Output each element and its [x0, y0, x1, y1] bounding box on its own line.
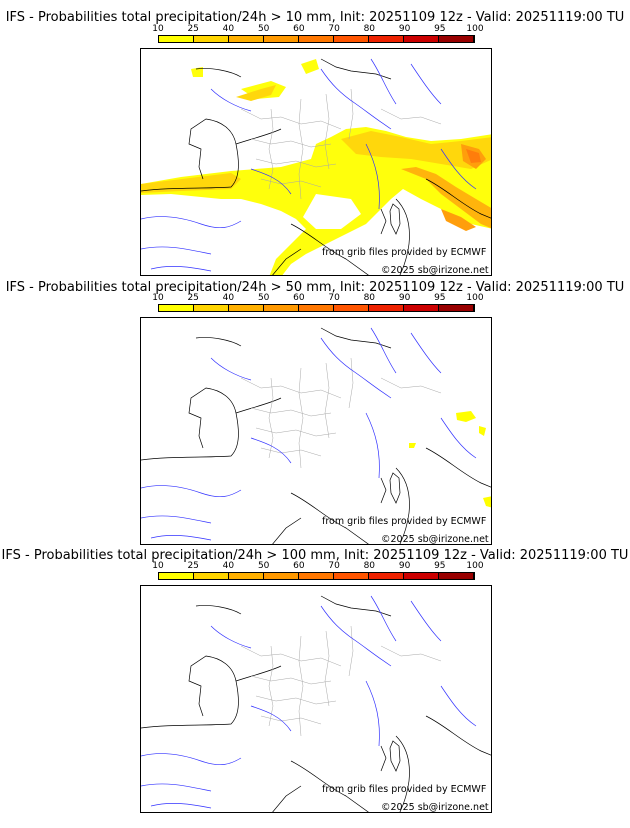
- credit-text: from grib files provided by ECMWF: [322, 247, 487, 258]
- corsica-island: [389, 740, 401, 772]
- colorbar-segment: [404, 305, 439, 311]
- colorbar: [158, 304, 475, 312]
- colorbar-segment: [229, 36, 264, 42]
- copyright-text: ©2025 sb@irizone.net: [381, 534, 489, 545]
- colorbar-segment: [159, 305, 194, 311]
- colorbar-tick: 10: [152, 293, 164, 303]
- colorbar-tick: 90: [398, 561, 411, 571]
- colorbar-tick: 70: [328, 561, 340, 571]
- colorbar-tick: 90: [398, 293, 411, 303]
- admin-boundaries: [240, 625, 442, 737]
- copyright-text: ©2025 sb@irizone.net: [381, 802, 489, 813]
- coastlines-borders: [141, 58, 491, 275]
- colorbar-segment: [334, 573, 369, 579]
- colorbar-tick: 25: [187, 293, 199, 303]
- colorbar-tick: 10: [152, 561, 164, 571]
- colorbar-tick: 25: [187, 24, 199, 34]
- admin-boundaries: [240, 88, 442, 200]
- colorbar-tick: 95: [434, 24, 446, 34]
- colorbar-tick: 60: [293, 24, 305, 34]
- panel-title: IFS - Probabilities total precipitation/…: [1, 548, 629, 563]
- colorbar-segment: [299, 36, 334, 42]
- colorbar-segment: [369, 305, 404, 311]
- colorbar-segment: [439, 36, 474, 42]
- colorbar-segment: [194, 36, 229, 42]
- colorbar-tick: 25: [187, 561, 199, 571]
- precip-probability-area: [141, 59, 491, 275]
- forecast-map: from grib files provided by ECMWF ©2025 …: [140, 585, 492, 813]
- colorbar-segment: [369, 573, 404, 579]
- colorbar-tick: 80: [363, 561, 376, 571]
- colorbar-segment: [159, 36, 194, 42]
- colorbar-tick: 70: [328, 293, 340, 303]
- colorbar-segment: [264, 573, 299, 579]
- forecast-map: from grib files provided by ECMWF ©2025 …: [140, 317, 492, 545]
- colorbar-tick: 40: [222, 561, 235, 571]
- colorbar-ticks: 10 25 40 50 60 70 80 90 95 100: [152, 561, 483, 571]
- colorbar-ticks: 10 25 40 50 60 70 80 90 95 100: [152, 293, 483, 303]
- colorbar-segment: [439, 305, 474, 311]
- colorbar-tick: 100: [466, 24, 484, 34]
- colorbar-tick: 95: [434, 561, 446, 571]
- colorbar-segment: [404, 573, 439, 579]
- credit-text: from grib files provided by ECMWF: [322, 784, 487, 795]
- colorbar-tick: 10: [152, 24, 164, 34]
- colorbar-tick: 50: [257, 24, 270, 34]
- colorbar-segment: [299, 305, 334, 311]
- colorbar-segment: [159, 573, 194, 579]
- colorbar-tick: 40: [222, 24, 235, 34]
- colorbar-tick: 90: [398, 24, 411, 34]
- corsica-island: [389, 472, 401, 504]
- coastlines-borders: [141, 595, 491, 812]
- colorbar-segment: [334, 305, 369, 311]
- colorbar-segment: [229, 573, 264, 579]
- rivers: [141, 58, 477, 272]
- colorbar-segment: [264, 305, 299, 311]
- colorbar-segment: [229, 305, 264, 311]
- forecast-map: from grib files provided by ECMWF ©2025 …: [140, 48, 492, 276]
- colorbar: [158, 35, 475, 43]
- panel-title: IFS - Probabilities total precipitation/…: [5, 10, 625, 25]
- colorbar-segment: [404, 36, 439, 42]
- credit-text: from grib files provided by ECMWF: [322, 516, 487, 527]
- colorbar-tick: 95: [434, 293, 446, 303]
- colorbar-segment: [264, 36, 299, 42]
- colorbar-tick: 60: [293, 293, 305, 303]
- colorbar-tick: 60: [293, 561, 305, 571]
- colorbar-segment: [334, 36, 369, 42]
- colorbar-segment: [194, 305, 229, 311]
- corsica-island: [389, 203, 401, 235]
- colorbar-tick: 50: [257, 293, 270, 303]
- colorbar-segment: [439, 573, 474, 579]
- colorbar-segment: [299, 573, 334, 579]
- colorbar-tick: 100: [466, 293, 484, 303]
- colorbar-tick: 100: [466, 561, 484, 571]
- rivers: [141, 327, 477, 541]
- colorbar-tick: 70: [328, 24, 340, 34]
- colorbar-tick: 80: [363, 24, 376, 34]
- colorbar-tick: 80: [363, 293, 376, 303]
- copyright-text: ©2025 sb@irizone.net: [381, 265, 489, 276]
- colorbar: [158, 572, 475, 580]
- rivers: [141, 595, 477, 809]
- colorbar-tick: 50: [257, 561, 270, 571]
- coastlines-borders: [141, 327, 491, 544]
- colorbar-segment: [194, 573, 229, 579]
- colorbar-ticks: 10 25 40 50 60 70 80 90 95 100: [152, 24, 483, 34]
- panel-title: IFS - Probabilities total precipitation/…: [5, 280, 625, 295]
- colorbar-segment: [369, 36, 404, 42]
- admin-boundaries: [240, 357, 442, 469]
- colorbar-tick: 40: [222, 293, 235, 303]
- precip-probability-area: [409, 411, 491, 508]
